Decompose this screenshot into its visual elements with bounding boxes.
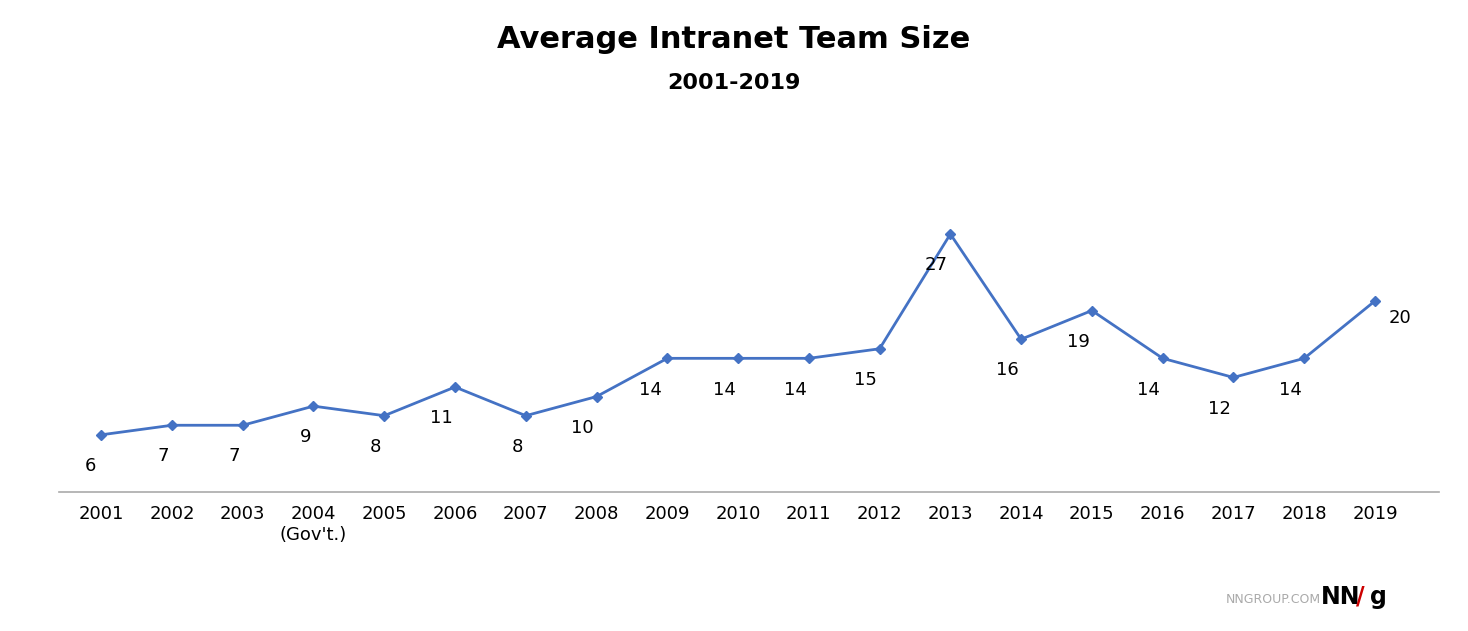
Text: 14: 14 [713, 380, 735, 399]
Text: 14: 14 [639, 380, 662, 399]
Text: 16: 16 [995, 362, 1019, 379]
Text: 11: 11 [430, 410, 452, 427]
Text: 14: 14 [1138, 380, 1160, 399]
Text: 20: 20 [1389, 309, 1412, 327]
Text: 7: 7 [229, 447, 241, 466]
Text: 27: 27 [925, 256, 948, 274]
Text: 2001-2019: 2001-2019 [668, 73, 800, 93]
Text: 6: 6 [84, 457, 95, 475]
Text: 15: 15 [854, 371, 878, 389]
Text: 10: 10 [571, 419, 595, 437]
Text: 8: 8 [512, 438, 523, 456]
Text: 12: 12 [1208, 399, 1232, 418]
Text: 9: 9 [299, 428, 311, 446]
Text: /: / [1356, 585, 1365, 609]
Text: NNGROUP.COM: NNGROUP.COM [1226, 593, 1321, 606]
Text: Average Intranet Team Size: Average Intranet Team Size [498, 25, 970, 54]
Text: 8: 8 [370, 438, 382, 456]
Text: NN: NN [1321, 585, 1361, 609]
Text: 14: 14 [784, 380, 806, 399]
Text: 19: 19 [1067, 333, 1089, 351]
Text: 14: 14 [1279, 380, 1302, 399]
Text: 7: 7 [159, 447, 169, 466]
Text: g: g [1370, 585, 1386, 609]
